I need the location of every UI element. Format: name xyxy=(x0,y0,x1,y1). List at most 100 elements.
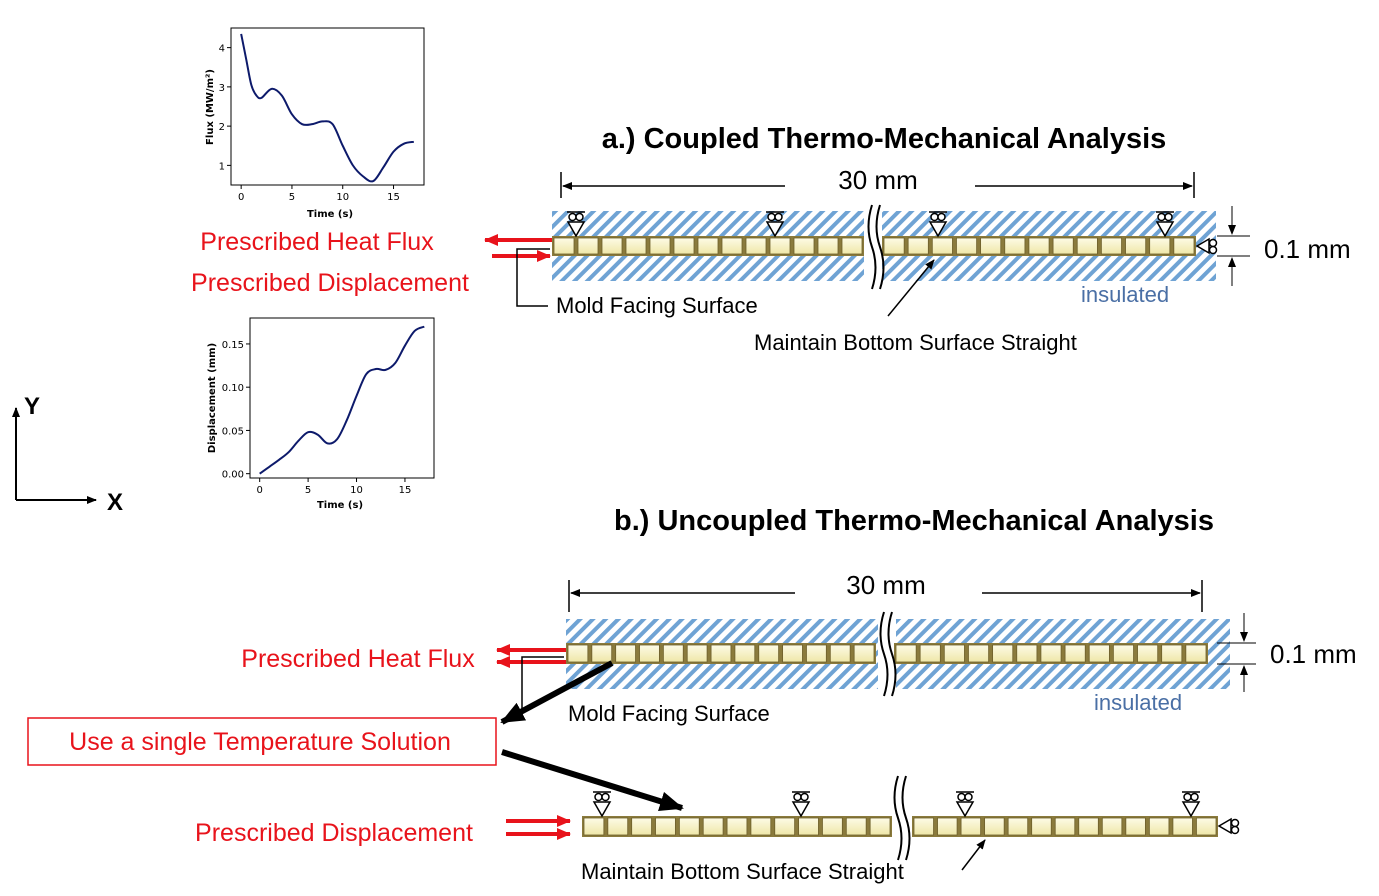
mesh-element xyxy=(1173,237,1195,255)
break-c-1 xyxy=(893,775,903,861)
mesh-element xyxy=(649,237,671,255)
mesh-element xyxy=(1054,817,1076,836)
mesh-element xyxy=(853,644,875,663)
mold-label-b: Mold Facing Surface xyxy=(568,701,770,726)
mesh-element xyxy=(968,644,990,663)
mesh-element xyxy=(734,644,756,663)
roller-support-icon xyxy=(955,791,975,818)
panel-b: b.) Uncoupled Thermo-Mechanical Analysis… xyxy=(27,505,1357,884)
heat-flux-label-a: Prescribed Heat Flux xyxy=(200,228,434,256)
insulated-label-a: insulated xyxy=(1081,282,1169,307)
mesh-element xyxy=(984,817,1005,836)
mesh-element xyxy=(745,237,767,255)
big-arrow-to-mechanical xyxy=(501,749,684,812)
mesh-element xyxy=(686,644,708,663)
dim-b-thickness: 0.1 mm xyxy=(1270,639,1357,669)
mesh-element xyxy=(769,237,791,255)
mesh-element xyxy=(913,817,934,836)
mesh-element xyxy=(1125,817,1146,836)
mesh-element xyxy=(1052,237,1074,255)
mesh-element xyxy=(1137,644,1159,663)
mesh-element xyxy=(1007,817,1029,836)
x-tick-label: 5 xyxy=(289,192,295,203)
roller-support-icon xyxy=(566,211,586,238)
mesh-element xyxy=(1031,817,1052,836)
mesh-element xyxy=(1088,644,1110,663)
flux-ylabel: Flux (MW/m²) xyxy=(205,69,216,145)
big-arrow-to-box xyxy=(500,660,614,725)
mold-leader-b xyxy=(521,656,564,716)
side-roller-c xyxy=(1217,817,1240,835)
y-tick-label: 2 xyxy=(219,122,225,133)
dim-b-length: 30 mm xyxy=(846,570,925,600)
mesh-element xyxy=(806,644,827,663)
mesh-element xyxy=(601,237,623,255)
mesh-element xyxy=(980,237,1002,255)
displacement-plot: 0 5 10 15 0.00 0.05 0.10 0.15 Time (s) Displace… xyxy=(207,317,435,511)
mesh-element xyxy=(697,237,719,255)
mold-label-a: Mold Facing Surface xyxy=(556,293,758,318)
insulated-label-b: insulated xyxy=(1094,690,1182,715)
mesh-element xyxy=(577,237,599,255)
panel-a-title: a.) Coupled Thermo-Mechanical Analysis xyxy=(602,123,1167,155)
single-temp-box xyxy=(27,717,497,766)
mesh-element xyxy=(721,237,743,255)
flux-plot-frame xyxy=(230,27,425,186)
mesh-a-left-elements xyxy=(553,237,863,255)
mesh-element xyxy=(931,237,953,255)
mesh-element xyxy=(782,644,803,663)
mesh-element xyxy=(678,817,700,836)
mesh-element xyxy=(841,237,863,255)
break-b-1 xyxy=(879,611,889,697)
mesh-element xyxy=(758,644,780,663)
single-temp-label: Use a single Temperature Solution xyxy=(69,728,451,756)
mesh-element xyxy=(655,817,676,836)
roller-support-icon xyxy=(592,791,612,818)
mesh-element xyxy=(774,817,796,836)
mesh-a-right-elements xyxy=(883,237,1195,255)
flux-series-line xyxy=(240,33,415,183)
x-axis-label: X xyxy=(107,489,123,516)
roller-support-icon xyxy=(1181,791,1201,818)
mesh-element xyxy=(553,237,575,255)
displacement-plot-frame xyxy=(249,317,435,479)
mesh-element xyxy=(960,817,982,836)
mesh-element xyxy=(1076,237,1098,255)
mesh-element xyxy=(956,237,978,255)
mesh-element xyxy=(883,237,905,255)
bottom-leader-a xyxy=(887,259,935,317)
roller-supports-c xyxy=(592,791,1201,818)
mesh-element xyxy=(869,817,891,836)
mesh-element xyxy=(631,817,652,836)
mesh-element xyxy=(793,237,815,255)
break-b-2 xyxy=(887,611,897,697)
roller-supports-a xyxy=(566,211,1175,238)
mesh-element xyxy=(726,817,748,836)
mesh-element xyxy=(1196,817,1217,836)
displacement-plot-ticks: 0 5 10 15 0.00 0.05 0.10 0.15 xyxy=(222,340,412,496)
mesh-element xyxy=(822,817,843,836)
x-tick-label: 5 xyxy=(305,485,311,496)
displacement-series-line xyxy=(259,325,425,475)
roller-support-icon xyxy=(928,211,948,238)
mesh-element xyxy=(673,237,695,255)
roller-support-icon xyxy=(1155,211,1175,238)
mesh-element xyxy=(992,644,1014,663)
mesh-element xyxy=(1185,644,1207,663)
dim-a-thickness: 0.1 mm xyxy=(1264,234,1351,264)
mesh-b-right-elements xyxy=(895,644,1207,663)
mesh-element xyxy=(798,817,819,836)
axes-indicator: Y X xyxy=(12,393,123,516)
mold-leader-a xyxy=(516,248,550,307)
mesh-element xyxy=(817,237,839,255)
mesh-element xyxy=(1112,644,1134,663)
break-c-2 xyxy=(901,775,911,861)
flux-plot: 0 5 10 15 1 2 3 4 Time (s) Flux (MW/m²) xyxy=(205,27,425,220)
bottom-label-b: Maintain Bottom Surface Straight xyxy=(581,859,904,884)
mesh-element xyxy=(845,817,867,836)
y-tick-label: 0.10 xyxy=(222,383,244,394)
roller-support-icon xyxy=(765,211,785,238)
mesh-c-left-elements xyxy=(583,817,891,836)
displacement-label-b: Prescribed Displacement xyxy=(195,819,473,847)
